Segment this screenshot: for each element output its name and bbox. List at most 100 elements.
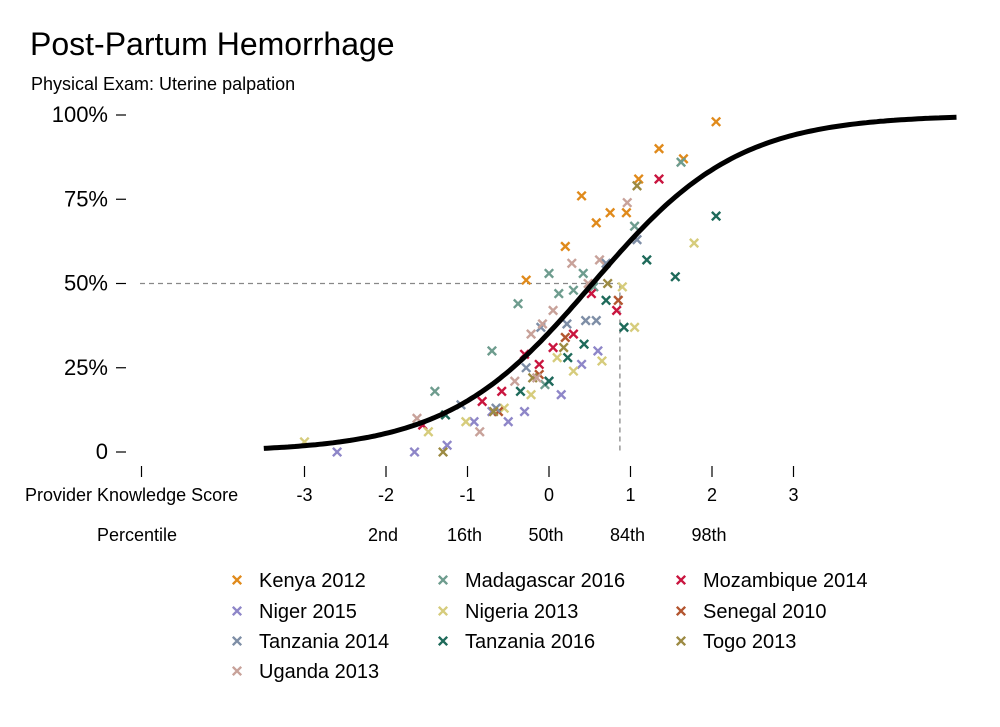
scatter-point xyxy=(526,389,537,400)
scatter-point xyxy=(429,386,440,397)
legend-label: Kenya 2012 xyxy=(259,570,366,592)
legend-marker xyxy=(675,605,687,617)
legend-label: Mozambique 2014 xyxy=(703,570,868,592)
scatter-point xyxy=(560,241,571,252)
scatter-point xyxy=(653,143,665,154)
scatter-point xyxy=(566,258,577,269)
legend-label: Uganda 2013 xyxy=(259,661,379,683)
legend-label: Niger 2015 xyxy=(259,601,357,623)
scatter-point xyxy=(613,295,624,306)
x-axis: Provider Knowledge Score -3 -2 -1 0 1 2 3 xyxy=(25,466,799,505)
scatter-point xyxy=(543,376,555,387)
scatter-point xyxy=(543,268,555,279)
scatter-point xyxy=(548,305,559,316)
scatter-point xyxy=(596,355,608,367)
scatter-point xyxy=(537,318,548,329)
x-tick-label: -2 xyxy=(378,485,394,505)
scatter-point xyxy=(605,207,616,218)
scatter-point xyxy=(622,197,633,208)
legend-label: Togo 2013 xyxy=(703,631,796,653)
scatter-point xyxy=(486,345,497,356)
scatter-point xyxy=(553,288,564,299)
scatter-point xyxy=(689,238,700,249)
scatter-point xyxy=(521,275,532,286)
scatter-point xyxy=(711,116,722,127)
scatter-points xyxy=(299,116,722,458)
scatter-point xyxy=(521,362,532,373)
scatter-point xyxy=(611,305,622,316)
legend-marker xyxy=(231,574,243,586)
x-tick-label: 1 xyxy=(625,485,635,505)
x-tick-label: 3 xyxy=(788,485,798,505)
x-tick-label: -1 xyxy=(459,485,475,505)
scatter-point xyxy=(556,389,567,400)
scatter-point xyxy=(568,366,579,377)
legend-label: Tanzania 2016 xyxy=(465,631,595,653)
x-axis-label: Provider Knowledge Score xyxy=(25,485,238,505)
scatter-point xyxy=(641,254,652,265)
x-tick-label: 2 xyxy=(707,485,717,505)
percentile-tick-label: 84th xyxy=(610,525,645,545)
chart-title: Post-Partum Hemorrhage xyxy=(30,26,395,62)
scatter-point xyxy=(442,440,453,451)
legend-marker xyxy=(231,665,243,677)
y-tick-label: 0 xyxy=(96,439,108,464)
scatter-point xyxy=(468,416,480,427)
scatter-point xyxy=(592,345,603,356)
scatter-point xyxy=(591,217,602,228)
scatter-point xyxy=(617,281,628,292)
scatter-point xyxy=(675,157,687,168)
reference-lines xyxy=(140,282,621,452)
scatter-point xyxy=(562,352,573,363)
scatter-point xyxy=(509,376,520,387)
scatter-point xyxy=(496,386,507,397)
scatter-point xyxy=(531,372,542,383)
legend-marker xyxy=(437,605,449,617)
legend: Kenya 2012 Madagascar 2016 Mozambique 2014… xyxy=(231,570,868,683)
legend-label: Nigeria 2013 xyxy=(465,601,578,623)
scatter-point xyxy=(474,426,485,437)
scatter-point xyxy=(534,359,545,370)
scatter-point xyxy=(568,329,579,340)
scatter-point xyxy=(621,207,632,218)
scatter-point xyxy=(578,268,589,279)
percentile-row: Percentile 2nd 16th 50th 84th 98th xyxy=(97,525,727,545)
y-tick-label: 75% xyxy=(64,186,108,211)
percentile-tick-label: 50th xyxy=(528,525,563,545)
legend-label: Tanzania 2014 xyxy=(259,631,389,653)
legend-marker xyxy=(675,574,687,586)
scatter-point xyxy=(548,342,559,353)
scatter-point xyxy=(519,406,530,417)
scatter-point xyxy=(578,339,590,350)
scatter-point xyxy=(477,396,488,407)
scatter-point xyxy=(618,322,630,333)
scatter-point xyxy=(499,403,510,414)
percentile-tick-label: 98th xyxy=(691,525,726,545)
scatter-point xyxy=(526,329,537,340)
legend-label: Madagascar 2016 xyxy=(465,570,625,592)
legend-label: Senegal 2010 xyxy=(703,601,826,623)
percentile-tick-label: 2nd xyxy=(368,525,398,545)
scatter-point xyxy=(503,416,514,427)
scatter-point xyxy=(561,318,572,329)
scatter-point xyxy=(602,278,613,289)
legend-marker xyxy=(675,635,687,647)
scatter-point xyxy=(568,285,579,296)
chart-subtitle: Physical Exam: Uterine palpation xyxy=(31,74,296,94)
scatter-point xyxy=(409,446,420,458)
scatter-point xyxy=(631,180,643,191)
scatter-point xyxy=(670,271,681,282)
y-tick-label: 100% xyxy=(52,102,108,127)
scatter-point xyxy=(560,332,571,343)
scatter-point xyxy=(558,342,569,353)
y-tick-label: 25% xyxy=(64,355,108,380)
scatter-point xyxy=(332,446,343,458)
legend-marker xyxy=(437,635,449,647)
percentile-label: Percentile xyxy=(97,525,177,545)
y-tick-label: 50% xyxy=(64,271,108,296)
legend-marker xyxy=(231,605,243,617)
scatter-point xyxy=(515,386,526,397)
scatter-point xyxy=(629,221,640,232)
scatter-point xyxy=(594,254,605,265)
